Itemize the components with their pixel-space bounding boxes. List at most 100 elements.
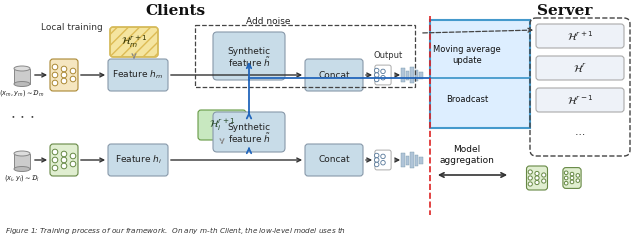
Text: Synthetic: Synthetic	[227, 124, 271, 133]
Bar	[406, 70, 409, 79]
Text: $\mathcal{H}^{r-1}$: $\mathcal{H}^{r-1}$	[566, 93, 593, 107]
Circle shape	[70, 161, 76, 167]
Circle shape	[528, 182, 532, 186]
Text: Broadcast: Broadcast	[446, 95, 488, 104]
Text: Update: Update	[111, 59, 141, 68]
Circle shape	[381, 75, 385, 80]
Text: $\mathcal{H}^{r}$: $\mathcal{H}^{r}$	[573, 61, 587, 74]
Bar	[401, 153, 404, 167]
Text: Local training: Local training	[41, 24, 103, 33]
Text: feature $\tilde{h}$: feature $\tilde{h}$	[228, 131, 271, 145]
Bar	[415, 69, 419, 80]
Circle shape	[381, 160, 385, 165]
Circle shape	[535, 171, 539, 176]
Circle shape	[61, 151, 67, 157]
Text: Concat: Concat	[318, 155, 350, 164]
Circle shape	[564, 181, 568, 185]
Circle shape	[374, 73, 379, 77]
Text: Figure 1: Training process of our framework.  On any $m$-th Client, the low-leve: Figure 1: Training process of our framew…	[5, 224, 346, 235]
Text: Feature $h_i$: Feature $h_i$	[115, 154, 161, 166]
Text: $(x_m,y_m)\sim\mathcal{D}_m$: $(x_m,y_m)\sim\mathcal{D}_m$	[0, 88, 45, 98]
FancyBboxPatch shape	[305, 59, 363, 91]
Circle shape	[61, 163, 67, 169]
Circle shape	[52, 157, 58, 163]
Text: Feature $h_m$: Feature $h_m$	[113, 69, 164, 81]
Ellipse shape	[14, 81, 30, 86]
Bar	[410, 67, 413, 83]
Text: feature $\tilde{h}$: feature $\tilde{h}$	[228, 55, 271, 69]
Text: Synthetic: Synthetic	[227, 46, 271, 55]
Ellipse shape	[14, 151, 30, 156]
FancyBboxPatch shape	[50, 144, 78, 176]
Text: Model
aggregation: Model aggregation	[440, 145, 495, 165]
FancyBboxPatch shape	[375, 65, 391, 85]
Circle shape	[374, 77, 379, 82]
Circle shape	[576, 174, 580, 177]
Bar	[14, 154, 30, 169]
Circle shape	[576, 179, 580, 182]
FancyBboxPatch shape	[108, 144, 168, 176]
Circle shape	[70, 76, 76, 82]
Circle shape	[70, 68, 76, 74]
Circle shape	[61, 157, 67, 163]
Circle shape	[381, 69, 385, 74]
Text: Add noise: Add noise	[246, 16, 291, 25]
Bar	[401, 68, 404, 82]
Ellipse shape	[14, 66, 30, 71]
FancyBboxPatch shape	[536, 24, 624, 48]
Text: Moving average
update: Moving average update	[433, 45, 501, 65]
Circle shape	[564, 171, 568, 175]
Text: Clients: Clients	[145, 4, 205, 18]
FancyBboxPatch shape	[213, 32, 285, 80]
Bar	[14, 69, 30, 84]
Text: Server: Server	[538, 4, 593, 18]
Circle shape	[535, 180, 539, 185]
Circle shape	[541, 173, 546, 177]
Circle shape	[52, 72, 58, 78]
Circle shape	[564, 176, 568, 180]
Bar	[419, 157, 423, 164]
Bar	[415, 154, 419, 165]
Circle shape	[374, 153, 379, 158]
Circle shape	[61, 78, 67, 84]
FancyBboxPatch shape	[563, 168, 581, 188]
Bar	[419, 71, 423, 79]
FancyBboxPatch shape	[198, 110, 246, 140]
Text: $\ldots$: $\ldots$	[575, 127, 586, 137]
FancyBboxPatch shape	[213, 112, 285, 152]
Text: $\mathcal{H}_m^{r+1}$: $\mathcal{H}_m^{r+1}$	[121, 34, 147, 50]
FancyBboxPatch shape	[375, 150, 391, 170]
Bar	[430, 20, 530, 128]
Circle shape	[374, 68, 379, 73]
Circle shape	[52, 149, 58, 155]
Circle shape	[381, 154, 385, 159]
Circle shape	[374, 158, 379, 162]
Circle shape	[528, 176, 532, 180]
FancyBboxPatch shape	[108, 59, 168, 91]
Text: Concat: Concat	[318, 70, 350, 79]
Circle shape	[52, 165, 58, 171]
Circle shape	[528, 170, 532, 174]
Circle shape	[570, 172, 574, 176]
Circle shape	[61, 66, 67, 72]
FancyBboxPatch shape	[50, 59, 78, 91]
Circle shape	[52, 80, 58, 86]
Bar	[406, 155, 409, 164]
Circle shape	[61, 72, 67, 78]
FancyBboxPatch shape	[536, 88, 624, 112]
Ellipse shape	[14, 167, 30, 172]
Text: Output: Output	[373, 51, 403, 60]
Text: $(x_i,y_i)\sim\mathcal{D}_i$: $(x_i,y_i)\sim\mathcal{D}_i$	[4, 173, 40, 183]
Circle shape	[374, 162, 379, 167]
FancyBboxPatch shape	[527, 166, 547, 190]
Circle shape	[541, 179, 546, 183]
Circle shape	[570, 180, 574, 184]
FancyBboxPatch shape	[110, 27, 158, 57]
Text: $\cdot$ $\cdot$ $\cdot$: $\cdot$ $\cdot$ $\cdot$	[10, 110, 35, 125]
Text: $\mathcal{H}^{r+1}$: $\mathcal{H}^{r+1}$	[566, 29, 593, 43]
Bar	[410, 152, 413, 168]
Text: $\mathcal{H}_i^{r+1}$: $\mathcal{H}_i^{r+1}$	[209, 117, 236, 134]
Circle shape	[52, 64, 58, 70]
Circle shape	[70, 153, 76, 159]
Circle shape	[535, 176, 539, 180]
